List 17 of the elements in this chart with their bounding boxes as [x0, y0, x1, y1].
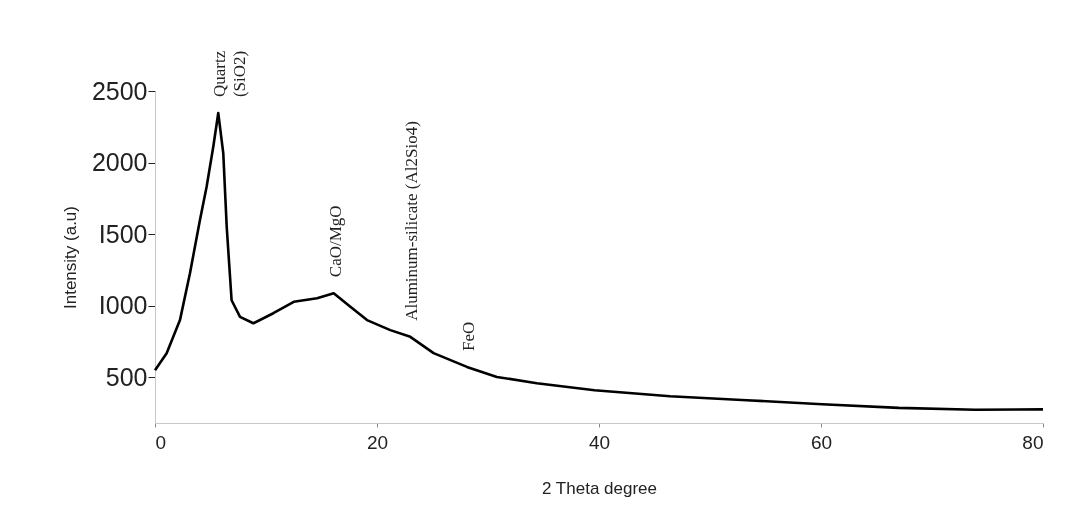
y-tick-label: I500 — [98, 219, 148, 248]
x-tick-label: 0 — [155, 431, 167, 453]
annotation: FeO — [458, 321, 478, 351]
x-axis-title: 2 Theta degree — [542, 478, 657, 498]
annotation: CaO/MgO — [325, 205, 345, 278]
y-tick-label: 2000 — [91, 148, 148, 177]
y-tick-label: 2500 — [91, 76, 148, 105]
x-tick-label: 20 — [366, 431, 389, 453]
x-tick-label: 60 — [810, 431, 833, 453]
y-tick-label: 500 — [105, 362, 148, 391]
line-series — [153, 111, 1045, 411]
x-tick-label: 80 — [1022, 431, 1044, 453]
annotation: Aluminum-silicate (Al2Sio4) — [402, 121, 422, 321]
x-tick-label: 40 — [588, 431, 611, 453]
y-tick-label: I000 — [98, 291, 148, 320]
annotation: Quartz (SiO2) — [210, 50, 250, 98]
y-axis-title: Intensity (a.u) — [60, 206, 80, 309]
